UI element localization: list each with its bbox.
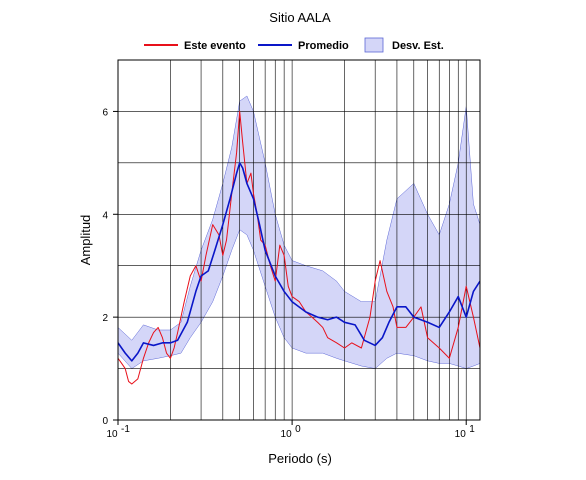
legend-label-average: Promedio: [298, 40, 349, 52]
y-tick-label: 4: [102, 210, 108, 221]
y-tick-label: 6: [102, 107, 108, 118]
x-tick-label: 10: [106, 429, 118, 440]
std-band-layer: [118, 95, 480, 369]
y-axis-label: Amplitud: [78, 215, 93, 266]
std-band-area: [118, 95, 480, 369]
x-tick-exponent: 0: [295, 424, 301, 435]
legend: Este evento Promedio Desv. Est.: [144, 37, 444, 53]
legend-label-std: Desv. Est.: [392, 40, 444, 52]
x-tick-label: 10: [281, 429, 293, 440]
y-tick-label: 2: [102, 313, 108, 324]
average-series-line: [118, 162, 480, 362]
line-layer: [118, 110, 480, 385]
x-tick-exponent: -1: [121, 424, 130, 435]
legend-label-event: Este evento: [184, 40, 246, 52]
grid-layer: [118, 60, 480, 420]
x-tick-exponent: 1: [469, 424, 475, 435]
x-axis-label: Periodo (s): [268, 451, 332, 466]
x-tick-label: 10: [455, 429, 467, 440]
chart-title: Sitio AALA: [269, 10, 331, 25]
plot-frame: [117, 59, 481, 421]
y-tick-label: 0: [102, 416, 108, 427]
legend-swatch-std-band: [364, 37, 384, 53]
